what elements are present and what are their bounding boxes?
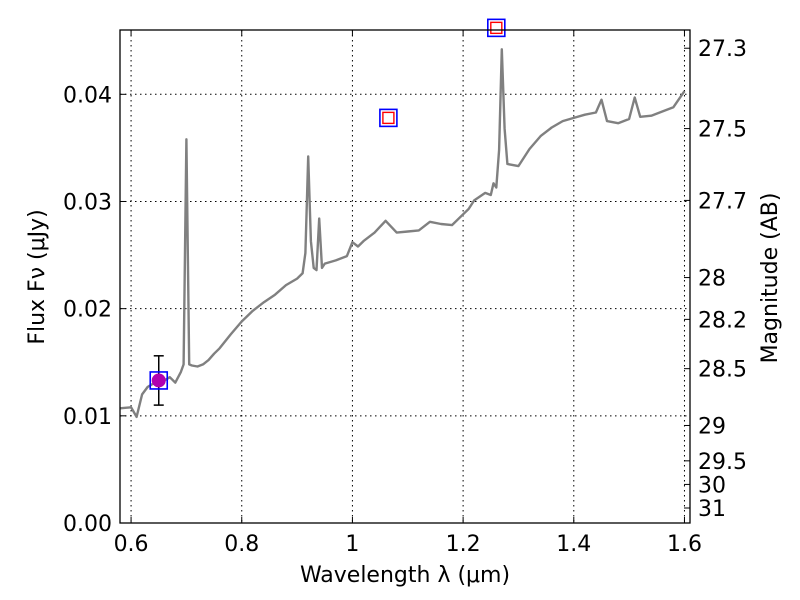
right-tick-label: 30 (698, 473, 726, 498)
right-tick-label: 27.5 (698, 118, 747, 143)
right-axis-label: Magnitude (AB) (758, 193, 783, 364)
y-axis-label: Flux Fν (μJy) (25, 209, 50, 344)
x-tick-label: 1.2 (446, 532, 481, 557)
right-tick-label: 27.3 (698, 37, 747, 62)
model-flux-square (382, 111, 395, 125)
y-tick-label: 0.04 (63, 83, 112, 108)
right-tick-label: 28.5 (698, 358, 747, 383)
photometry-outer-square (149, 371, 169, 390)
right-tick-label: 31 (698, 497, 726, 522)
right-tick-label: 29.5 (698, 450, 747, 475)
y-tick-label: 0.02 (63, 298, 112, 323)
x-tick-label: 1 (345, 532, 359, 557)
y-tick-label: 0.01 (63, 405, 112, 430)
photometry-outer-square (379, 108, 398, 128)
model-flux-square (490, 21, 503, 35)
right-tick-label: 29 (698, 414, 726, 439)
observed-points-layer (149, 18, 506, 406)
plot-frame (119, 29, 691, 524)
spectrum-line (119, 48, 686, 419)
right-tick-label: 28 (698, 267, 726, 292)
photometry-outer-square (487, 18, 506, 38)
y-tick-label: 0.00 (63, 512, 112, 537)
x-axis-label: Wavelength λ (μm) (300, 563, 510, 588)
x-tick-label: 0.6 (114, 532, 149, 557)
y-tick-label: 0.03 (63, 190, 112, 215)
x-axis-ticks: 0.6 0.8 1 1.2 1.4 1.6 (114, 30, 702, 557)
right-tick-label: 28.2 (698, 308, 747, 333)
series-layer (119, 48, 686, 419)
x-tick-label: 0.8 (224, 532, 259, 557)
x-tick-label: 1.4 (556, 532, 591, 557)
observed-flux-marker (151, 373, 166, 388)
grid-layer (120, 30, 690, 523)
x-tick-label: 1.6 (667, 532, 702, 557)
right-tick-label: 27.7 (698, 189, 747, 214)
y-axis-ticks: 0.00 0.01 0.02 0.03 0.04 (63, 83, 126, 537)
